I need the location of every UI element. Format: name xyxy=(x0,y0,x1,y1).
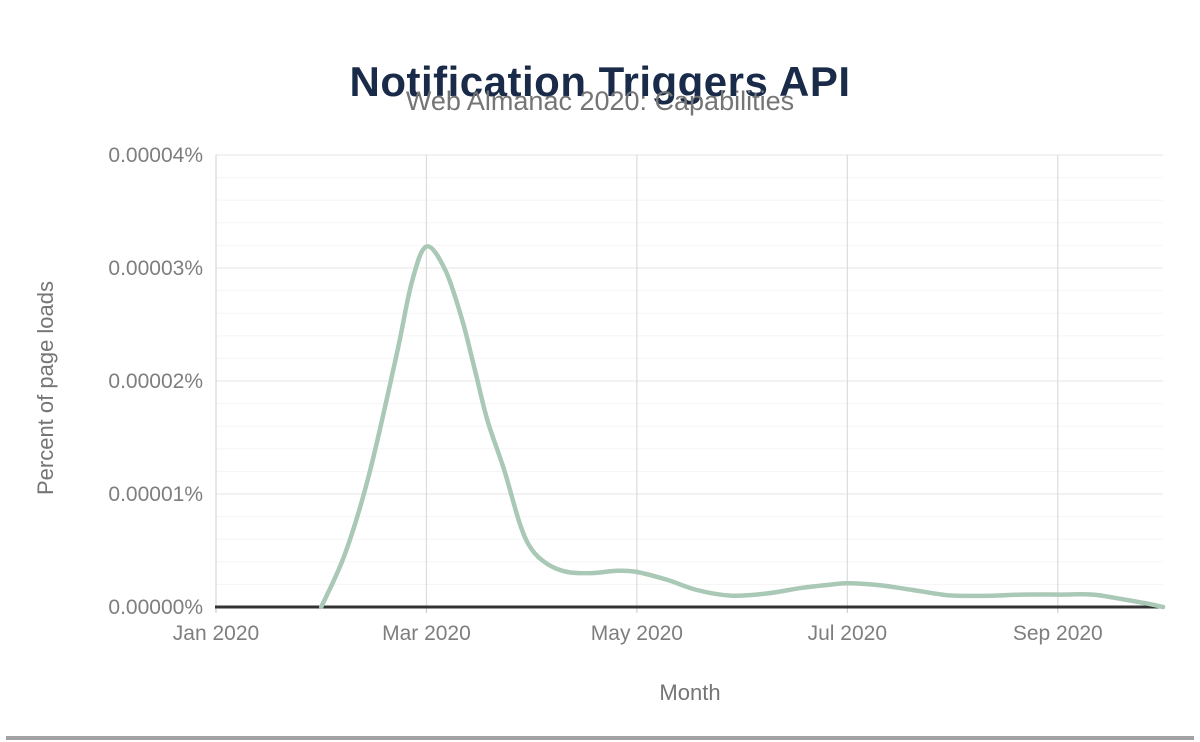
x-tick-label: Jan 2020 xyxy=(173,622,259,645)
y-tick-label: 0.00002% xyxy=(108,370,203,393)
chart-subtitle: Web Almanac 2020: Capabilities xyxy=(405,86,795,116)
x-tick-label: Jul 2020 xyxy=(808,622,887,645)
y-tick-label: 0.00000% xyxy=(108,596,203,619)
usage-line xyxy=(318,244,1166,610)
y-tick-label: 0.00001% xyxy=(108,483,203,506)
bottom-divider xyxy=(6,736,1194,740)
x-tick-label: Mar 2020 xyxy=(382,622,471,645)
x-axis-title: Month xyxy=(659,680,721,705)
y-tick-label: 0.00004% xyxy=(108,144,203,167)
y-tick-label: 0.00003% xyxy=(108,257,203,280)
chart-title: Notification Triggers API xyxy=(349,58,851,106)
x-tick-label: May 2020 xyxy=(591,622,683,645)
x-tick-label: Sep 2020 xyxy=(1013,622,1103,645)
